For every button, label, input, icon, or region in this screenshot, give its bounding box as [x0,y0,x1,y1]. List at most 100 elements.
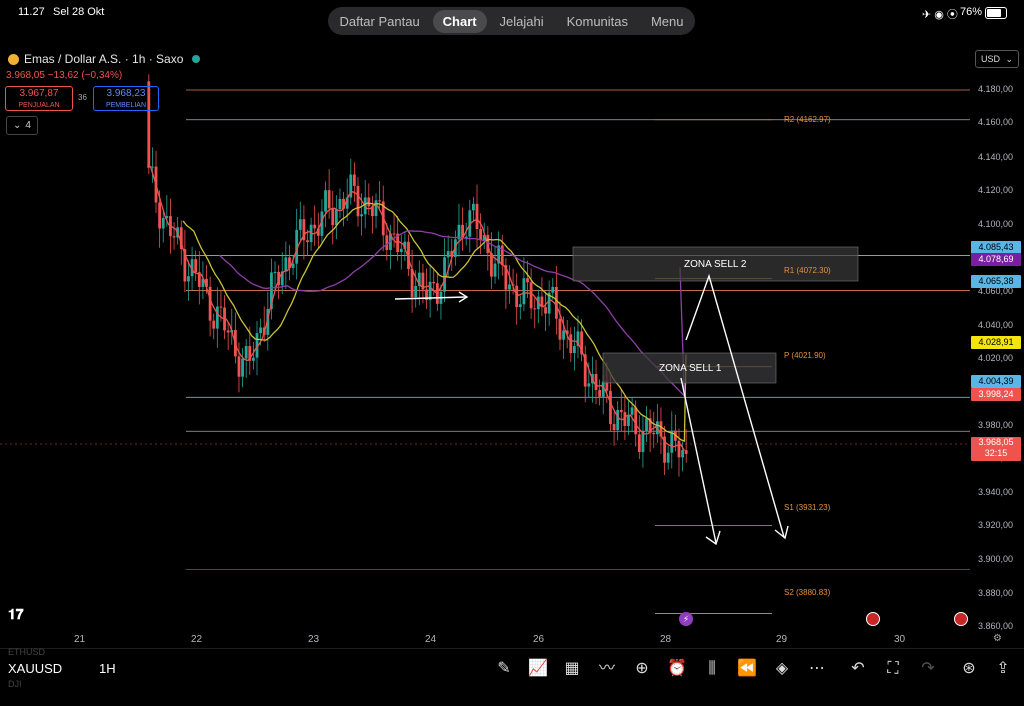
nav-menu[interactable]: Menu [650,13,684,29]
x-tick: 24 [425,634,437,645]
nav-explore[interactable]: Jelajahi [499,13,544,29]
symbol-header[interactable]: Emas / Dollar A.S. · 1h · Saxo [8,52,201,66]
level-pivot: P (4021.90) [784,351,826,360]
ghost-symbol-prev: ETHUSD [8,647,46,657]
ghost-symbol-next: DJI [8,679,22,689]
alarm-icon[interactable]: ⏰ [667,660,687,677]
candle [500,245,504,266]
x-tick: 28 [660,634,672,645]
y-tick: 3.940,00 [978,487,1014,497]
candle [179,227,183,250]
candle [547,292,551,314]
y-tick: 4.180,00 [978,84,1014,94]
nav-chart[interactable]: Chart [432,9,487,33]
sell-button[interactable]: 3.967,87 PENJUALAN [5,86,73,111]
settings-gear-icon[interactable]: ⚙ [993,633,1002,644]
candle [212,320,216,329]
candle [569,334,573,354]
y-tick: 3.880,00 [978,588,1014,598]
candle [349,174,353,198]
candle [302,219,306,241]
candle [461,224,464,239]
candle [677,440,681,458]
bid-label: PENJUALAN [18,102,60,109]
candle [385,235,389,250]
candle [251,357,255,361]
candle [374,200,378,217]
candle [266,309,270,335]
bulb-icon[interactable]: ⊛ [962,660,976,677]
x-tick: 21 [74,634,86,645]
candle [288,257,291,268]
candle [378,200,382,202]
layers-icon[interactable]: ◈ [775,660,789,677]
share-icon[interactable]: ⇪ [996,660,1010,677]
candle [663,436,666,463]
candle [327,190,331,209]
x-tick: 26 [533,634,545,645]
candle [334,209,338,226]
undo-icon[interactable]: ↶ [851,660,865,677]
redo-icon[interactable]: ↷ [921,660,935,677]
candle [172,236,176,238]
nav-watchlist[interactable]: Daftar Pantau [339,13,420,29]
layout-grid-icon[interactable]: ▦ [564,660,580,677]
candle [194,259,198,273]
chevron-down-icon: ⌄ [13,120,22,131]
replay-icon[interactable]: ⏪ [737,660,757,677]
candle [183,249,187,282]
status-time: 11.27 [18,6,45,18]
candle [421,272,425,290]
candle [627,414,630,426]
candle [526,278,529,283]
candle [259,327,263,334]
x-tick: 30 [894,634,906,645]
chevron-down-icon: ⌄ [1005,53,1013,64]
more-icon[interactable]: ⋯ [809,660,825,677]
indicators-toggle[interactable]: ⌄ 4 [6,116,38,135]
price-chart[interactable] [0,40,970,648]
candle [634,407,638,435]
candle [446,251,450,258]
chart-type-icon[interactable]: 📈 [528,660,548,677]
timeframe-selector[interactable]: 1H [99,661,116,676]
y-tick: 4.140,00 [978,152,1014,162]
candle [580,331,584,355]
candle [371,206,374,217]
zone-sell-2 [572,246,859,282]
indicators-icon[interactable]: 〰 [598,660,615,677]
candles-icon[interactable]: ⫼ [708,660,716,677]
candle [161,218,165,229]
symbol-selector[interactable]: XAUUSD [8,661,63,676]
candle [320,211,324,236]
candle [504,265,508,290]
candle [605,381,609,391]
price-tag-zone2-top: 4.085,43 [971,241,1021,254]
candle [280,271,284,286]
nav-community[interactable]: Komunitas [566,13,629,29]
currency-select[interactable]: USD ⌄ [975,50,1019,68]
us-flag-event-icon[interactable] [866,612,880,626]
lightning-event-icon[interactable]: ⚡ [679,612,693,626]
candle [544,307,547,314]
buy-button[interactable]: 3.968,23 PEMBELIAN [93,86,159,111]
fullscreen-icon[interactable]: ⛶ [887,660,899,677]
gold-coin-icon [8,53,19,65]
candle [187,276,190,282]
y-tick: 4.060,00 [978,286,1014,296]
us-flag-event-icon[interactable] [954,612,968,626]
candle [208,286,212,321]
pencil-draw-icon[interactable]: ✎ [497,660,511,677]
candle [147,81,151,167]
candle [450,251,454,257]
candle [576,331,580,347]
candle [410,269,414,298]
price-tag-current: 3.968,05 32:15 [971,437,1021,461]
candle [428,281,432,301]
candle [533,308,537,310]
candle [219,306,223,308]
price-tag-ma-red: 3.998,24 [971,388,1021,401]
indicators-count: 4 [25,120,31,131]
battery-level: 76% [960,6,983,18]
add-icon[interactable]: ⊕ [635,660,649,677]
